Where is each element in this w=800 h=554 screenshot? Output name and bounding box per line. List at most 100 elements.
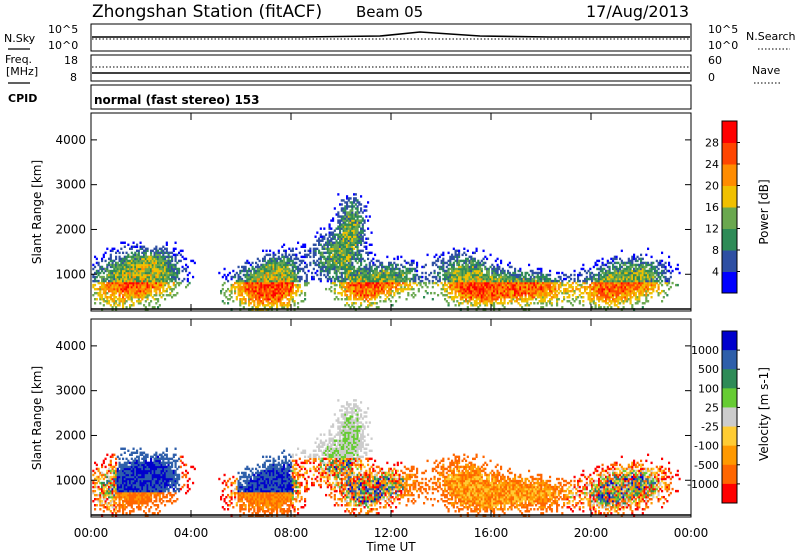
power-cell bbox=[160, 295, 163, 299]
power-cell bbox=[449, 285, 452, 289]
power-cell bbox=[361, 269, 364, 273]
power-cell bbox=[370, 259, 373, 263]
power-cell bbox=[332, 247, 335, 251]
power-cell bbox=[606, 283, 609, 287]
power-cell bbox=[101, 265, 104, 269]
power-cell bbox=[286, 281, 289, 285]
power-cell bbox=[423, 281, 426, 285]
power-cell bbox=[521, 295, 524, 299]
power-cell bbox=[417, 277, 420, 281]
power-cell bbox=[125, 285, 128, 289]
power-cell bbox=[461, 253, 464, 257]
power-cell bbox=[270, 285, 273, 289]
power-cell bbox=[347, 229, 350, 232]
power-cell bbox=[281, 261, 284, 265]
power-cell bbox=[143, 291, 146, 295]
power-cell bbox=[528, 279, 531, 283]
power-cell bbox=[475, 285, 478, 289]
power-cell bbox=[620, 271, 623, 275]
power-cell bbox=[270, 281, 273, 285]
power-cell bbox=[375, 287, 378, 291]
power-cell bbox=[367, 269, 370, 273]
power-cell bbox=[571, 304, 574, 307]
power-cell bbox=[225, 277, 228, 281]
power-cell bbox=[442, 285, 445, 289]
power-cell bbox=[496, 277, 499, 281]
power-cell bbox=[102, 271, 105, 275]
power-cell bbox=[491, 289, 494, 293]
power-cell bbox=[375, 291, 378, 295]
power-cell bbox=[349, 247, 352, 251]
power-cell bbox=[155, 298, 158, 301]
power-cell bbox=[251, 295, 254, 299]
power-cell bbox=[468, 277, 471, 281]
power-cell bbox=[545, 277, 548, 281]
power-cell bbox=[617, 271, 620, 275]
power-cell bbox=[137, 298, 140, 301]
power-cell bbox=[342, 267, 345, 271]
power-cell bbox=[263, 293, 266, 297]
power-cell bbox=[573, 289, 576, 293]
power-cell bbox=[157, 271, 160, 275]
power-cell bbox=[605, 287, 608, 291]
power-cell bbox=[577, 283, 580, 287]
power-cell bbox=[241, 285, 244, 289]
power-cell bbox=[375, 285, 378, 289]
power-cell bbox=[123, 267, 126, 271]
power-cell bbox=[123, 271, 126, 275]
power-cell bbox=[251, 285, 254, 289]
power-cell bbox=[144, 259, 147, 263]
power-cell bbox=[136, 257, 139, 261]
power-cell bbox=[174, 277, 177, 281]
power-cell bbox=[353, 227, 356, 230]
power-cell bbox=[248, 298, 251, 301]
power-cell bbox=[283, 275, 286, 279]
power-cell bbox=[242, 283, 245, 287]
power-cell bbox=[424, 281, 427, 285]
power-cell bbox=[594, 279, 597, 283]
power-cell bbox=[571, 289, 574, 293]
power-cell bbox=[479, 293, 482, 297]
power-cell bbox=[508, 289, 511, 293]
power-cell bbox=[127, 273, 130, 277]
power-cell bbox=[466, 279, 469, 283]
power-cell bbox=[143, 249, 146, 253]
power-cell bbox=[146, 259, 149, 263]
power-cell bbox=[260, 295, 263, 299]
power-cell bbox=[603, 279, 606, 283]
power-cell bbox=[526, 281, 529, 285]
power-cell bbox=[374, 279, 377, 283]
power-cell bbox=[610, 293, 613, 297]
power-cell bbox=[472, 304, 475, 307]
power-cell bbox=[393, 273, 396, 277]
power-cell bbox=[157, 306, 160, 309]
power-cell bbox=[272, 255, 275, 259]
power-cell bbox=[158, 259, 161, 263]
power-cell bbox=[351, 239, 354, 242]
power-cell bbox=[361, 231, 364, 234]
power-cell bbox=[333, 207, 336, 210]
power-cell bbox=[223, 291, 226, 295]
power-cell bbox=[470, 304, 473, 307]
power-cell bbox=[144, 275, 147, 279]
power-cell bbox=[465, 291, 468, 295]
power-cell bbox=[106, 281, 109, 285]
power-cell bbox=[258, 304, 261, 307]
power-cell bbox=[489, 265, 492, 269]
power-cell bbox=[493, 281, 496, 285]
power-cell bbox=[442, 293, 445, 297]
power-cell bbox=[318, 249, 321, 253]
power-cell bbox=[314, 251, 317, 255]
power-cell bbox=[185, 269, 188, 273]
power-cell bbox=[414, 279, 417, 283]
power-cell bbox=[256, 283, 259, 287]
power-cell bbox=[221, 275, 224, 279]
power-cell bbox=[514, 295, 517, 299]
power-cell bbox=[344, 237, 347, 240]
power-cell bbox=[265, 295, 268, 299]
power-cell bbox=[449, 259, 452, 263]
power-cell bbox=[409, 277, 412, 281]
power-cell bbox=[347, 241, 350, 244]
power-cell bbox=[125, 283, 128, 287]
power-cell bbox=[522, 289, 525, 293]
